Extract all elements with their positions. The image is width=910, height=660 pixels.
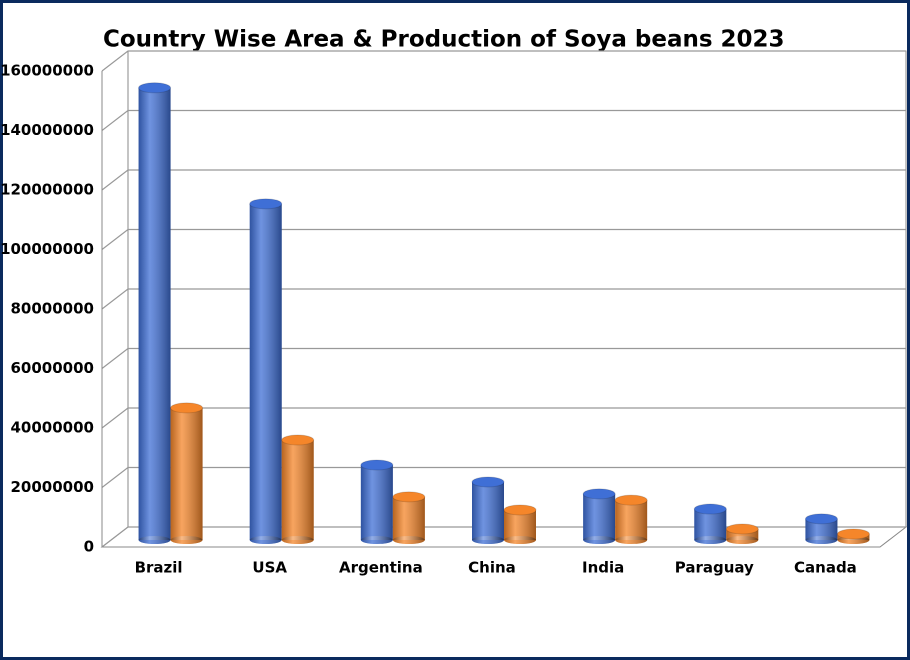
bar-shade (170, 407, 203, 540)
bar-bottom-shade (138, 536, 171, 544)
bar-shade (360, 465, 393, 540)
side-grid-line (101, 407, 129, 429)
side-grid-line (101, 50, 129, 72)
bar (725, 523, 759, 544)
bar-top (503, 504, 537, 516)
y-tick-label: 0 (84, 538, 94, 556)
bar-bottom-shade (726, 536, 759, 544)
x-tick-label: China (468, 559, 516, 577)
bar-shade (281, 440, 314, 540)
y-tick-label: 160000000 (0, 62, 94, 80)
bar (138, 82, 172, 544)
x-tick-label: Paraguay (675, 559, 754, 577)
side-grid-line (101, 526, 129, 548)
bar-top (138, 82, 172, 94)
bar-top (693, 503, 727, 515)
bar (503, 504, 537, 544)
bar-top (392, 491, 426, 503)
side-grid-line (101, 348, 129, 369)
bar-shade (615, 500, 648, 540)
bar-bottom-shade (392, 536, 425, 544)
bar (170, 402, 204, 544)
bar (693, 503, 727, 544)
bar (582, 488, 616, 544)
bar-shade (504, 509, 536, 540)
y-tick-label: 40000000 (11, 419, 95, 437)
bar (392, 491, 426, 544)
side-grid-line (101, 288, 129, 310)
bar-shade (805, 518, 838, 540)
y-tick-label: 60000000 (11, 359, 95, 377)
bar-bottom-shade (170, 536, 203, 544)
bar (614, 494, 648, 544)
bar-top (471, 476, 505, 488)
x-tick-label: Brazil (135, 559, 183, 577)
bar-shade (726, 528, 759, 540)
bar-top (725, 523, 759, 535)
side-grid-line (101, 169, 129, 191)
bar-top (836, 528, 870, 540)
bar-bottom-shade (472, 536, 504, 544)
bar-shade (694, 509, 727, 540)
bar (804, 513, 838, 544)
bar-shade (583, 493, 616, 540)
y-tick-label: 80000000 (11, 300, 95, 318)
bar-bottom-shade (360, 536, 393, 544)
x-tick-label: India (582, 559, 624, 577)
bar-top (614, 494, 648, 506)
bar-bottom-shade (583, 536, 616, 544)
bar-shade (472, 481, 504, 540)
x-tick-label: USA (252, 559, 287, 577)
bar-top (249, 198, 283, 210)
side-grid-line (101, 467, 129, 488)
y-tick-label: 120000000 (0, 181, 94, 199)
bar-top (582, 488, 616, 500)
x-tick-label: Canada (794, 559, 857, 577)
bar (281, 434, 315, 544)
bar-bottom-shade (249, 536, 282, 544)
bar-top (360, 459, 394, 471)
y-tick-label: 140000000 (0, 121, 94, 139)
x-tick-label: Argentina (339, 559, 423, 577)
bar (360, 459, 394, 544)
bar-shade (249, 203, 282, 540)
bar-bottom-shade (694, 536, 727, 544)
bar-bottom-shade (615, 536, 648, 544)
bar-bottom-shade (805, 536, 838, 544)
chart-title: Country Wise Area & Production of Soya b… (103, 27, 785, 53)
bar-bottom-shade (504, 536, 536, 544)
bar-shade (138, 87, 171, 541)
bar-bottom-shade (281, 536, 314, 544)
y-tick-label: 20000000 (11, 478, 95, 496)
bar-shade (392, 496, 425, 540)
bar (471, 476, 505, 544)
bar-top (281, 434, 315, 446)
bar (836, 528, 870, 544)
y-tick-label: 100000000 (0, 240, 94, 258)
side-grid-line (101, 110, 129, 131)
side-grid-line (101, 229, 129, 250)
bar (249, 198, 283, 544)
bar-top (804, 513, 838, 525)
bar-top (170, 402, 204, 414)
